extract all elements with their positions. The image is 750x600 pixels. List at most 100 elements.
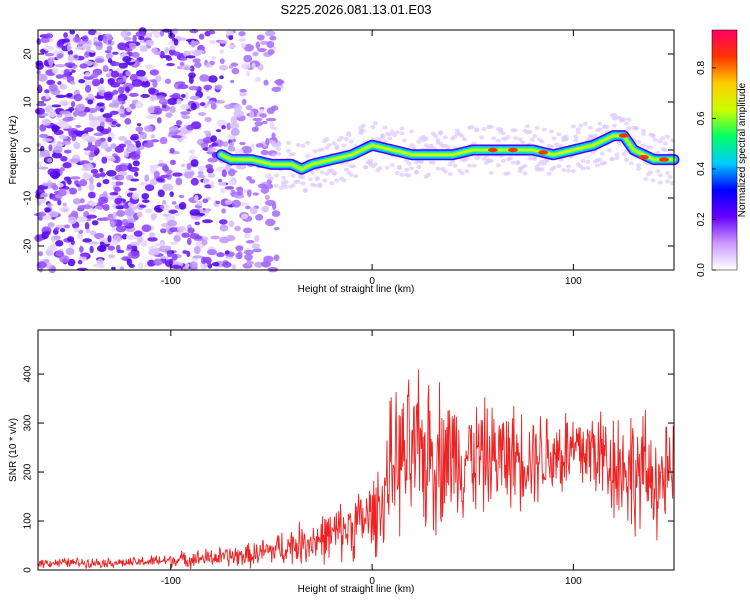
heatmap-cell — [127, 147, 138, 151]
heatmap-cell — [129, 153, 141, 160]
heatmap-cell — [71, 135, 76, 142]
heatmap-cell — [264, 218, 276, 227]
heatmap-cell — [227, 134, 236, 140]
heatmap-cell — [180, 57, 188, 61]
heatmap-cell — [652, 137, 658, 142]
heatmap-cell — [169, 241, 178, 245]
heatmap-cell — [162, 28, 171, 33]
heatmap-cell — [57, 199, 62, 206]
colorbar-ticks: 0.0 0.2 0.4 0.6 0.8 — [696, 61, 716, 277]
heatmap-cell — [40, 192, 49, 198]
heatmap-cell — [221, 208, 226, 214]
heatmap-cell — [92, 173, 102, 178]
y-tick-label: 0 — [23, 147, 34, 153]
heatmap-cell — [331, 141, 337, 146]
heatmap-cell — [122, 75, 127, 83]
heatmap-cell — [399, 131, 405, 136]
heatmap-cell — [416, 139, 422, 144]
heatmap-cell — [43, 59, 49, 67]
ridge-peak — [487, 147, 498, 153]
heatmap-cell — [128, 166, 140, 173]
heatmap-cell — [243, 249, 254, 255]
heatmap-cell — [107, 254, 116, 259]
heatmap-cell — [164, 78, 172, 85]
heatmap-cell — [260, 149, 269, 156]
heatmap-cell — [442, 169, 448, 174]
heatmap-cell — [156, 177, 165, 183]
heatmap-cell — [41, 118, 52, 126]
heatmap-cell — [517, 137, 523, 142]
heatmap-cell — [161, 245, 171, 250]
heatmap-cell — [512, 136, 518, 141]
heatmap-cell — [573, 138, 579, 143]
heatmap-cell — [53, 235, 61, 241]
heatmap-cell — [273, 227, 280, 231]
heatmap-cell — [276, 147, 282, 152]
heatmap-cell — [83, 75, 94, 80]
heatmap-cell — [238, 37, 247, 43]
heatmap-cell — [96, 245, 107, 253]
heatmap-cell — [83, 163, 94, 171]
heatmap-cell — [179, 61, 185, 66]
heatmap-cell — [329, 181, 335, 186]
heatmap-cell — [139, 45, 148, 52]
heatmap-cell — [73, 141, 81, 150]
heatmap-cell — [655, 150, 661, 155]
heatmap-cell — [62, 162, 72, 169]
heatmap-cell — [544, 158, 550, 163]
heatmap-cell — [597, 121, 603, 126]
heatmap-cell — [214, 100, 225, 104]
heatmap-cell — [144, 64, 155, 70]
heatmap-cell — [200, 142, 209, 149]
heatmap-cell — [169, 94, 179, 99]
heatmap-cell — [190, 177, 199, 186]
heatmap-cell — [459, 171, 465, 176]
heatmap-cell — [224, 185, 235, 190]
heatmap-cell — [158, 159, 165, 164]
heatmap-cell — [467, 163, 473, 168]
heatmap-cell — [69, 176, 81, 180]
heatmap-cell — [452, 163, 458, 168]
heatmap-cell — [109, 192, 119, 196]
heatmap-cell — [139, 131, 147, 140]
heatmap-cell — [57, 81, 62, 85]
heatmap-cell — [300, 181, 306, 186]
heatmap-cell — [587, 125, 593, 130]
heatmap-cell — [37, 73, 48, 82]
heatmap-cell — [123, 201, 130, 210]
heatmap-cell — [614, 152, 620, 157]
heatmap-cell — [143, 142, 154, 148]
heatmap-cell — [207, 157, 218, 163]
heatmap-cell — [89, 150, 95, 157]
heatmap-cell — [115, 225, 127, 233]
heatmap-cell — [258, 108, 265, 114]
heatmap-cell — [94, 151, 99, 156]
heatmap-cell — [406, 161, 412, 166]
heatmap-cell — [39, 124, 47, 132]
heatmap-cell — [149, 95, 156, 102]
heatmap-cell — [614, 156, 620, 161]
heatmap-cell — [505, 134, 511, 139]
heatmap-cell — [197, 174, 206, 178]
heatmap-cell — [125, 70, 132, 77]
heatmap-cell — [57, 53, 64, 59]
heatmap-cell — [214, 84, 223, 90]
heatmap-cell — [64, 62, 76, 67]
heatmap-cell — [187, 227, 195, 234]
heatmap-cell — [184, 91, 189, 100]
heatmap-cell — [210, 180, 215, 189]
heatmap-cell — [251, 243, 260, 250]
heatmap-cell — [125, 234, 137, 240]
heatmap-cell — [141, 193, 150, 200]
heatmap-cell — [192, 58, 201, 64]
heatmap-cell — [72, 111, 78, 117]
heatmap-cell — [285, 148, 291, 153]
heatmap-cell — [500, 158, 506, 163]
heatmap-cell — [290, 183, 296, 188]
heatmap-cell — [236, 191, 244, 196]
heatmap-cell — [60, 156, 68, 162]
heatmap-cell — [124, 208, 135, 216]
heatmap-cell — [79, 63, 88, 69]
heatmap-cell — [108, 194, 115, 201]
heatmap-cell — [65, 247, 75, 256]
